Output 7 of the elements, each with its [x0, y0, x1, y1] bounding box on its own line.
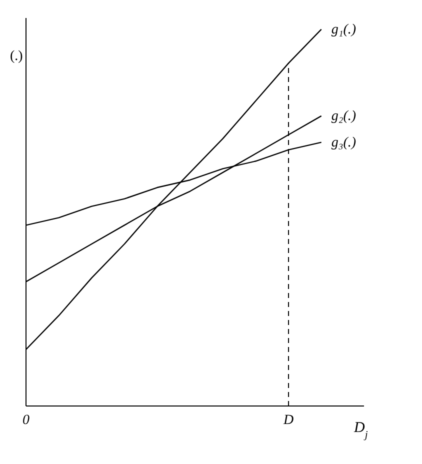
y-axis-title: (.)	[10, 49, 24, 64]
series-label: g₁(.)	[331, 22, 356, 38]
x-tick-label: D	[282, 412, 294, 428]
series-label: g₃(.)	[331, 135, 356, 150]
x-axis-title: D$_{j}$	[353, 420, 368, 440]
x-tick-label: 0	[22, 412, 30, 428]
series-label: g₂(.)	[331, 108, 356, 124]
